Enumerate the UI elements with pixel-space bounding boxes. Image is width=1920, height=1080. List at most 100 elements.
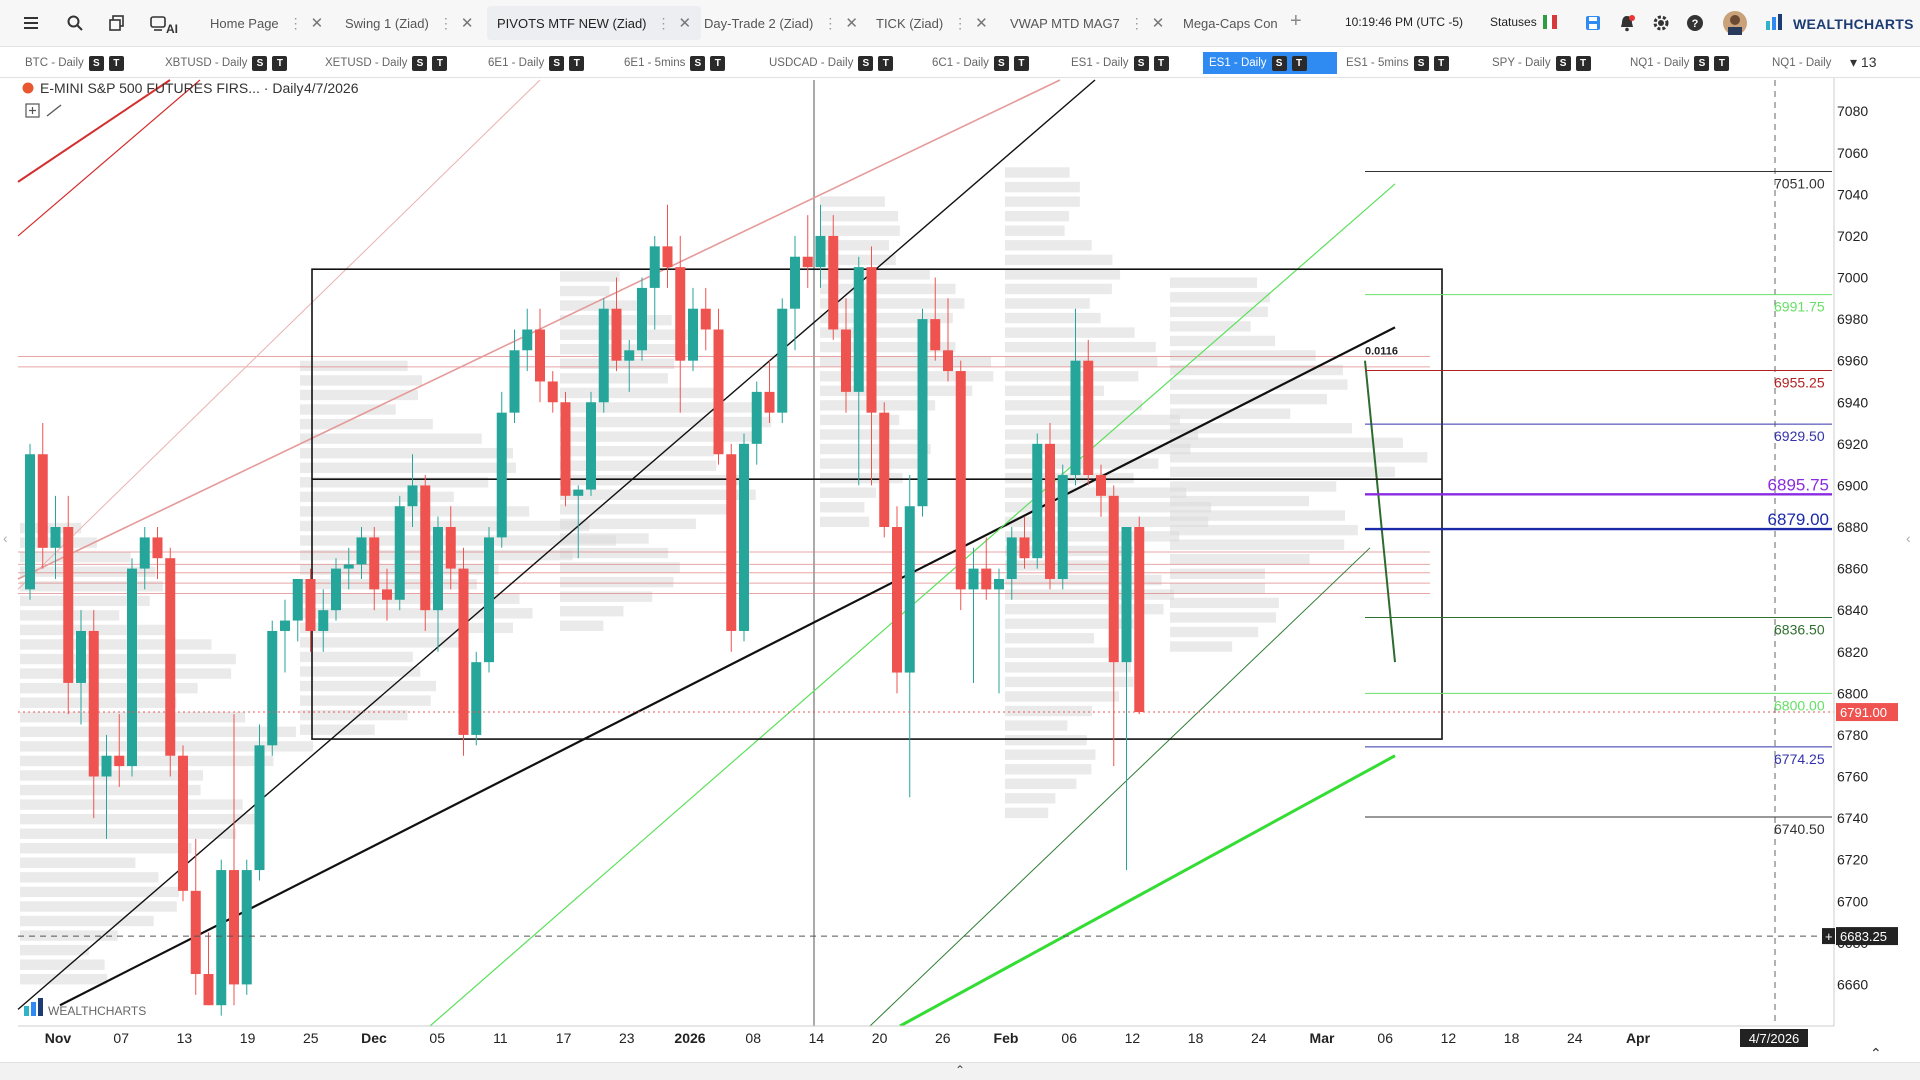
more-options-icon[interactable]: ⋮	[438, 14, 453, 31]
expand-icon[interactable]	[25, 103, 40, 118]
candle[interactable]	[369, 527, 380, 611]
candle[interactable]	[407, 454, 418, 528]
candle[interactable]	[994, 568, 1004, 694]
candle[interactable]	[573, 485, 584, 559]
symbol-tab-9[interactable]: ES1 - Daily S T	[1203, 52, 1337, 74]
t-badge[interactable]: T	[1013, 55, 1029, 71]
candle[interactable]	[637, 277, 647, 361]
bell-icon[interactable]	[1614, 10, 1640, 36]
candle[interactable]	[229, 714, 239, 1006]
plot-area[interactable]	[18, 80, 1832, 1026]
t-badge[interactable]: T	[878, 55, 894, 71]
t-badge[interactable]: T	[569, 55, 585, 71]
candle[interactable]	[611, 277, 622, 372]
t-badge[interactable]: T	[1575, 55, 1591, 71]
candle[interactable]	[190, 838, 201, 995]
candle[interactable]	[484, 527, 494, 673]
symbol-tab-13[interactable]: NQ1 - Daily	[1766, 52, 1837, 74]
candle[interactable]	[139, 527, 150, 590]
candle[interactable]	[522, 308, 533, 372]
symbol-tab-11[interactable]: SPY - Daily S T	[1486, 52, 1597, 74]
candle[interactable]	[547, 371, 558, 413]
gear-icon[interactable]	[1648, 10, 1674, 36]
candle[interactable]	[1108, 485, 1119, 767]
more-options-icon[interactable]: ⋮	[656, 14, 671, 31]
candle[interactable]	[458, 547, 469, 756]
candle[interactable]	[1045, 423, 1055, 590]
chevron-up-icon[interactable]: ⌃	[954, 1063, 966, 1077]
statuses-menu[interactable]: Statuses	[1490, 15, 1557, 29]
symbol-tab-4[interactable]: 6E1 - Daily S T	[482, 52, 590, 74]
candle[interactable]	[879, 402, 890, 538]
candle[interactable]	[165, 547, 176, 777]
candle[interactable]	[777, 298, 788, 424]
candle[interactable]	[981, 537, 992, 600]
tab-3[interactable]: PIVOTS MTF NEW (Ziad) ⋮ ✕	[487, 6, 702, 40]
candle[interactable]	[382, 568, 392, 621]
candle[interactable]	[802, 215, 813, 288]
s-badge[interactable]: S	[1694, 55, 1710, 71]
candle[interactable]	[394, 495, 405, 611]
more-options-icon[interactable]: ⋮	[823, 14, 838, 31]
tab-2[interactable]: Swing 1 (Ziad) ⋮ ✕	[335, 6, 483, 40]
search-icon[interactable]	[62, 10, 88, 36]
candle[interactable]	[943, 298, 953, 382]
candle[interactable]	[828, 215, 839, 340]
close-icon[interactable]: ✕	[678, 15, 692, 32]
candle[interactable]	[649, 235, 660, 330]
avatar[interactable]	[1722, 10, 1748, 36]
t-badge[interactable]: T	[1153, 55, 1169, 71]
tab-1[interactable]: Home Page ⋮ ✕	[200, 6, 333, 40]
candle[interactable]	[496, 391, 507, 548]
bottom-panel-toggle[interactable]: ⌃	[0, 1062, 1920, 1080]
candle[interactable]	[955, 360, 966, 611]
chevron-up-icon[interactable]: ⌃	[1870, 1046, 1882, 1062]
s-badge[interactable]: S	[993, 55, 1009, 71]
candle[interactable]	[790, 235, 800, 351]
candle[interactable]	[37, 423, 48, 569]
candle[interactable]	[586, 391, 596, 496]
menu-icon[interactable]	[18, 10, 44, 36]
close-icon[interactable]: ✕	[845, 15, 858, 32]
close-icon[interactable]: ✕	[1151, 15, 1165, 32]
tab-7[interactable]: Mega-Caps Con	[1173, 6, 1288, 40]
candle[interactable]	[751, 381, 762, 465]
candle[interactable]	[318, 589, 329, 652]
tab-4[interactable]: Day-Trade 2 (Ziad) ⋮ ✕	[694, 6, 868, 40]
close-icon[interactable]: ✕	[460, 15, 474, 32]
candle[interactable]	[267, 620, 278, 756]
candle[interactable]	[688, 287, 698, 372]
t-badge[interactable]: T	[710, 55, 726, 71]
candle[interactable]	[63, 495, 74, 715]
candle[interactable]	[509, 329, 520, 424]
candle[interactable]	[1057, 464, 1068, 590]
more-options-icon[interactable]: ⋮	[1129, 14, 1144, 31]
candle[interactable]	[700, 287, 711, 351]
tab-6[interactable]: VWAP MTD MAG7 ⋮ ✕	[1000, 6, 1174, 40]
candle[interactable]	[892, 506, 902, 694]
t-badge[interactable]: T	[1714, 55, 1730, 71]
save-icon[interactable]	[1580, 10, 1606, 36]
ai-icon[interactable]	[148, 10, 174, 36]
symbol-tab-3[interactable]: XETUSD - Daily S T	[319, 52, 453, 74]
t-badge[interactable]: T	[1291, 55, 1307, 71]
candle[interactable]	[101, 734, 112, 839]
s-badge[interactable]: S	[858, 55, 874, 71]
candle[interactable]	[445, 506, 456, 590]
candle[interactable]	[50, 495, 61, 579]
left-collapse-icon[interactable]: ‹	[3, 530, 8, 546]
candle[interactable]	[203, 932, 214, 1006]
s-badge[interactable]: S	[1555, 55, 1571, 71]
t-badge[interactable]: T	[1433, 55, 1449, 71]
candle[interactable]	[241, 859, 252, 995]
symbol-tab-6[interactable]: USDCAD - Daily S T	[763, 52, 899, 74]
candle[interactable]	[1006, 527, 1017, 600]
candle[interactable]	[841, 298, 851, 413]
candle[interactable]	[815, 204, 826, 288]
t-badge[interactable]: T	[108, 55, 124, 71]
candle[interactable]	[739, 433, 749, 642]
s-badge[interactable]: S	[549, 55, 565, 71]
candle[interactable]	[1070, 308, 1081, 486]
more-options-icon[interactable]: ⋮	[288, 14, 303, 31]
s-badge[interactable]: S	[1413, 55, 1429, 71]
